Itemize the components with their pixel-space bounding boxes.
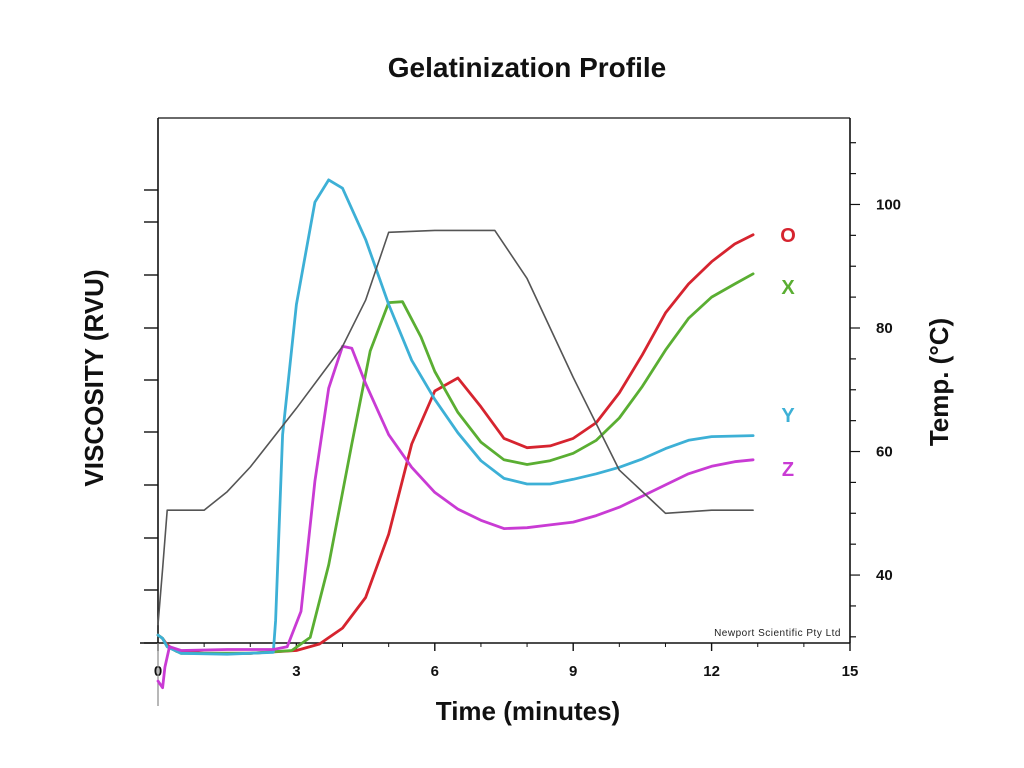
y2-tick-label: 80 bbox=[876, 320, 893, 337]
series-line-x bbox=[156, 272, 755, 655]
plot-frame bbox=[140, 117, 851, 644]
series-label-z: Z bbox=[782, 459, 794, 481]
y2-tick-label: 100 bbox=[876, 196, 901, 213]
chart-title: Gelatinization Profile bbox=[388, 52, 666, 83]
x-tick-label: 3 bbox=[292, 663, 300, 680]
x-tick-label: 6 bbox=[431, 663, 439, 680]
series-line-temperature bbox=[157, 229, 754, 626]
y2-tick-label: 60 bbox=[876, 444, 893, 461]
series-labels: O X Y Z bbox=[780, 225, 796, 481]
y2-tick-label: 40 bbox=[876, 567, 893, 584]
series-line-y bbox=[156, 178, 755, 656]
x-tick-label: 15 bbox=[842, 663, 859, 680]
x-axis-title: Time (minutes) bbox=[436, 696, 620, 726]
x-tick-label: 12 bbox=[703, 663, 720, 680]
series-line-z bbox=[156, 344, 755, 690]
x-tick-label: 9 bbox=[569, 663, 577, 680]
series-line-o bbox=[156, 233, 755, 655]
left-axis-ticks bbox=[144, 189, 158, 644]
y-axis-title: VISCOSITY (RVU) bbox=[79, 269, 109, 486]
y2-axis-title: Temp. (°C) bbox=[924, 318, 954, 446]
instrument-credit: Newport Scientific Pty Ltd bbox=[714, 628, 841, 639]
series-label-y: Y bbox=[781, 405, 795, 427]
right-axis-ticks: 40 60 80 100 bbox=[850, 142, 901, 638]
series-label-x: X bbox=[781, 277, 795, 299]
series-lines bbox=[156, 178, 755, 690]
series-label-o: O bbox=[780, 225, 796, 247]
